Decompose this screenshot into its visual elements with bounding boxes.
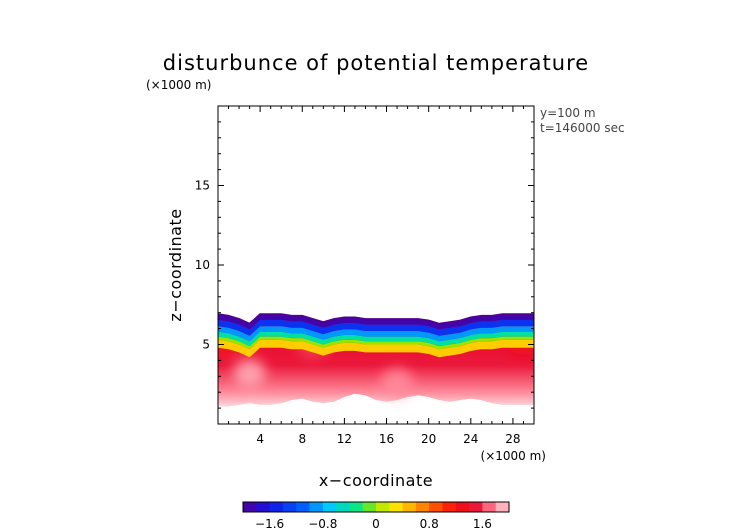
x-axis-title: x−coordinate <box>319 471 433 490</box>
y-unit-label: (×1000 m) <box>146 78 211 92</box>
y-tick-label: 5 <box>202 338 210 352</box>
colorbar-cell <box>455 502 470 512</box>
colorbar-frame <box>242 501 510 513</box>
y-axis-title: z−coordinate <box>166 208 185 321</box>
colorbar-cell <box>309 502 324 512</box>
y-tick-label: 15 <box>195 179 210 193</box>
colorbar-cell <box>256 502 270 512</box>
cool-band-layer <box>218 314 534 330</box>
hot-spot <box>381 368 414 397</box>
colorbar-cell <box>282 502 297 512</box>
plot-area <box>218 313 534 407</box>
x-tick-label: 16 <box>379 432 394 446</box>
x-tick-label: 4 <box>256 432 264 446</box>
colorbar-cell <box>336 502 350 512</box>
colorbar-tick-label: 0.8 <box>420 517 439 531</box>
x-tick-label: 20 <box>421 432 436 446</box>
y-tick-label: 10 <box>195 258 210 272</box>
colorbar-cell <box>482 502 497 512</box>
colorbar: −1.6 −0.8 0 0.8 1.6 <box>242 501 510 531</box>
colorbar-tick-label: −1.6 <box>255 517 284 531</box>
cool-band-layer <box>218 336 534 350</box>
colorbar-tick-label: −0.8 <box>308 517 337 531</box>
colorbar-tick-label: 1.6 <box>473 517 492 531</box>
colorbar-cell <box>296 502 310 512</box>
cool-band-layer <box>218 319 534 336</box>
colorbar-cell <box>376 502 390 512</box>
cool-band-layer <box>218 331 534 347</box>
colorbar-cell <box>322 502 337 512</box>
colorbar-cell <box>402 502 417 512</box>
colorbar-cell <box>243 502 257 512</box>
x-tick-label: 12 <box>337 432 352 446</box>
x-tick-label: 28 <box>505 432 520 446</box>
info-lines: y=100 mt=146000 sec <box>540 106 625 135</box>
info-line: y=100 m <box>540 106 596 120</box>
colorbar-cell <box>495 502 510 512</box>
hot-spot <box>233 359 266 388</box>
colorbar-cell <box>469 502 483 512</box>
chart-title: disturbunce of potential temperature <box>163 51 589 75</box>
cool-band-layer <box>218 339 534 358</box>
colorbar-cell <box>429 502 443 512</box>
field-top-edge <box>218 313 534 325</box>
colorbar-tick-label: 0 <box>372 517 380 531</box>
colorbar-cell <box>362 502 377 512</box>
x-tick-label: 8 <box>298 432 306 446</box>
colorbar-cell <box>389 502 403 512</box>
x-tick-label: 24 <box>463 432 478 446</box>
colorbar-cell <box>442 502 457 512</box>
colorbar-cell <box>349 502 364 512</box>
y-axis-ticks: 5 10 15 <box>195 121 534 409</box>
x-axis-ticks: 4 8 12 16 20 24 28 <box>228 106 524 446</box>
info-line: t=146000 sec <box>540 121 625 135</box>
colorbar-cell <box>269 502 284 512</box>
cool-band-layer <box>218 326 534 342</box>
colorbar-cell <box>415 502 430 512</box>
x-unit-label: (×1000 m) <box>481 449 546 463</box>
